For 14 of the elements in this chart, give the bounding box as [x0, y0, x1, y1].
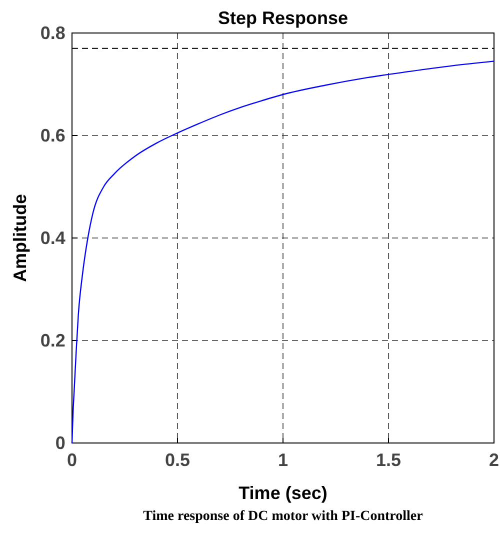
y-tick-label: 0	[55, 432, 66, 453]
x-axis-title: Time (sec)	[238, 483, 328, 503]
x-tick-label: 1	[278, 450, 288, 470]
text: Time response of DC motor with PI-Controller	[143, 509, 423, 524]
line-series	[71, 60, 495, 444]
chart-title: Step Response	[218, 8, 348, 28]
y-tick-label: 0.6	[40, 125, 66, 146]
y-tick-label: 0.2	[40, 330, 66, 350]
y-tick-label: 0.4	[40, 228, 66, 248]
y-tick-label: 0.8	[40, 22, 66, 43]
y-axis-title: Amplitude	[10, 194, 30, 282]
x-tick-label: 2	[488, 450, 500, 470]
x-tick-label: 0.5	[164, 450, 190, 470]
x-tick-label: 1.5	[376, 450, 402, 470]
